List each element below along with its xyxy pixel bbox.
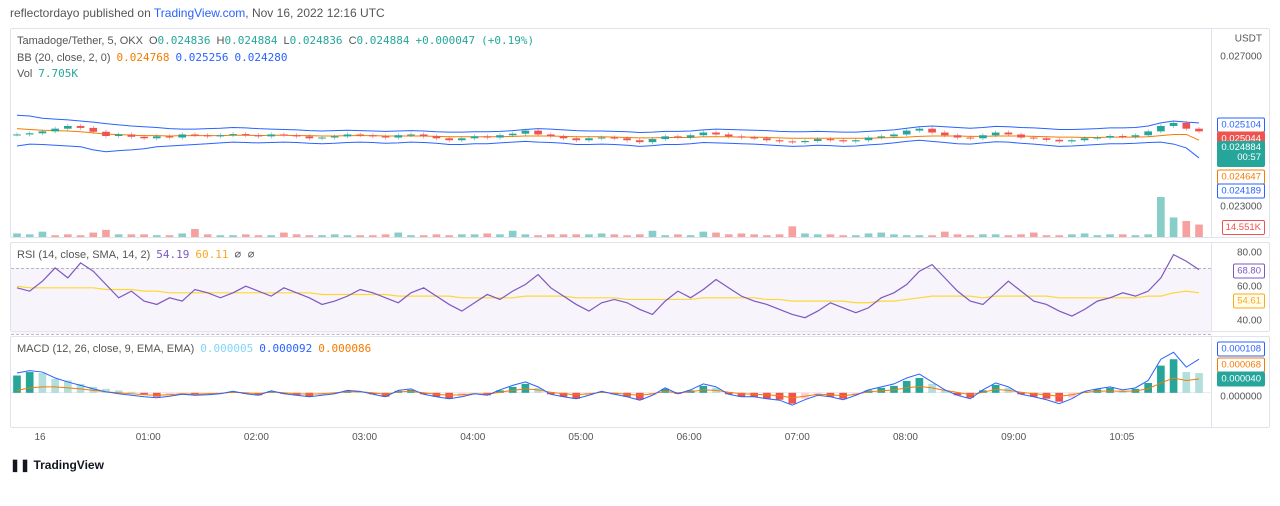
publish-info: reflectordayo published on TradingView.c… (0, 0, 1280, 26)
time-axis: 1601:0002:0003:0004:0005:0006:0007:0008:… (10, 430, 1270, 450)
price-panel[interactable]: Tamadoge/Tether, 5, OKX O0.024836 H0.024… (10, 28, 1270, 238)
rsi-y-axis: 80.00 68.80 60.00 54.61 40.00 (1211, 243, 1269, 331)
macd-panel[interactable]: MACD (12, 26, close, 9, EMA, EMA) 0.0000… (10, 336, 1270, 428)
rsi-legend: RSI (14, close, SMA, 14, 2) 54.19 60.11 … (17, 247, 254, 264)
macd-legend: MACD (12, 26, close, 9, EMA, EMA) 0.0000… (17, 341, 371, 358)
price-y-axis: USDT 0.027000 0.025104 0.025044 0.024884… (1211, 29, 1269, 237)
price-legend: Tamadoge/Tether, 5, OKX O0.024836 H0.024… (17, 33, 534, 83)
rsi-panel[interactable]: RSI (14, close, SMA, 14, 2) 54.19 60.11 … (10, 242, 1270, 332)
site-link[interactable]: TradingView.com (154, 6, 245, 20)
macd-y-axis: 0.000108 0.000068 0.000040 0.000000 (1211, 337, 1269, 427)
tradingview-logo: ❚❚ TradingView (10, 458, 1270, 472)
